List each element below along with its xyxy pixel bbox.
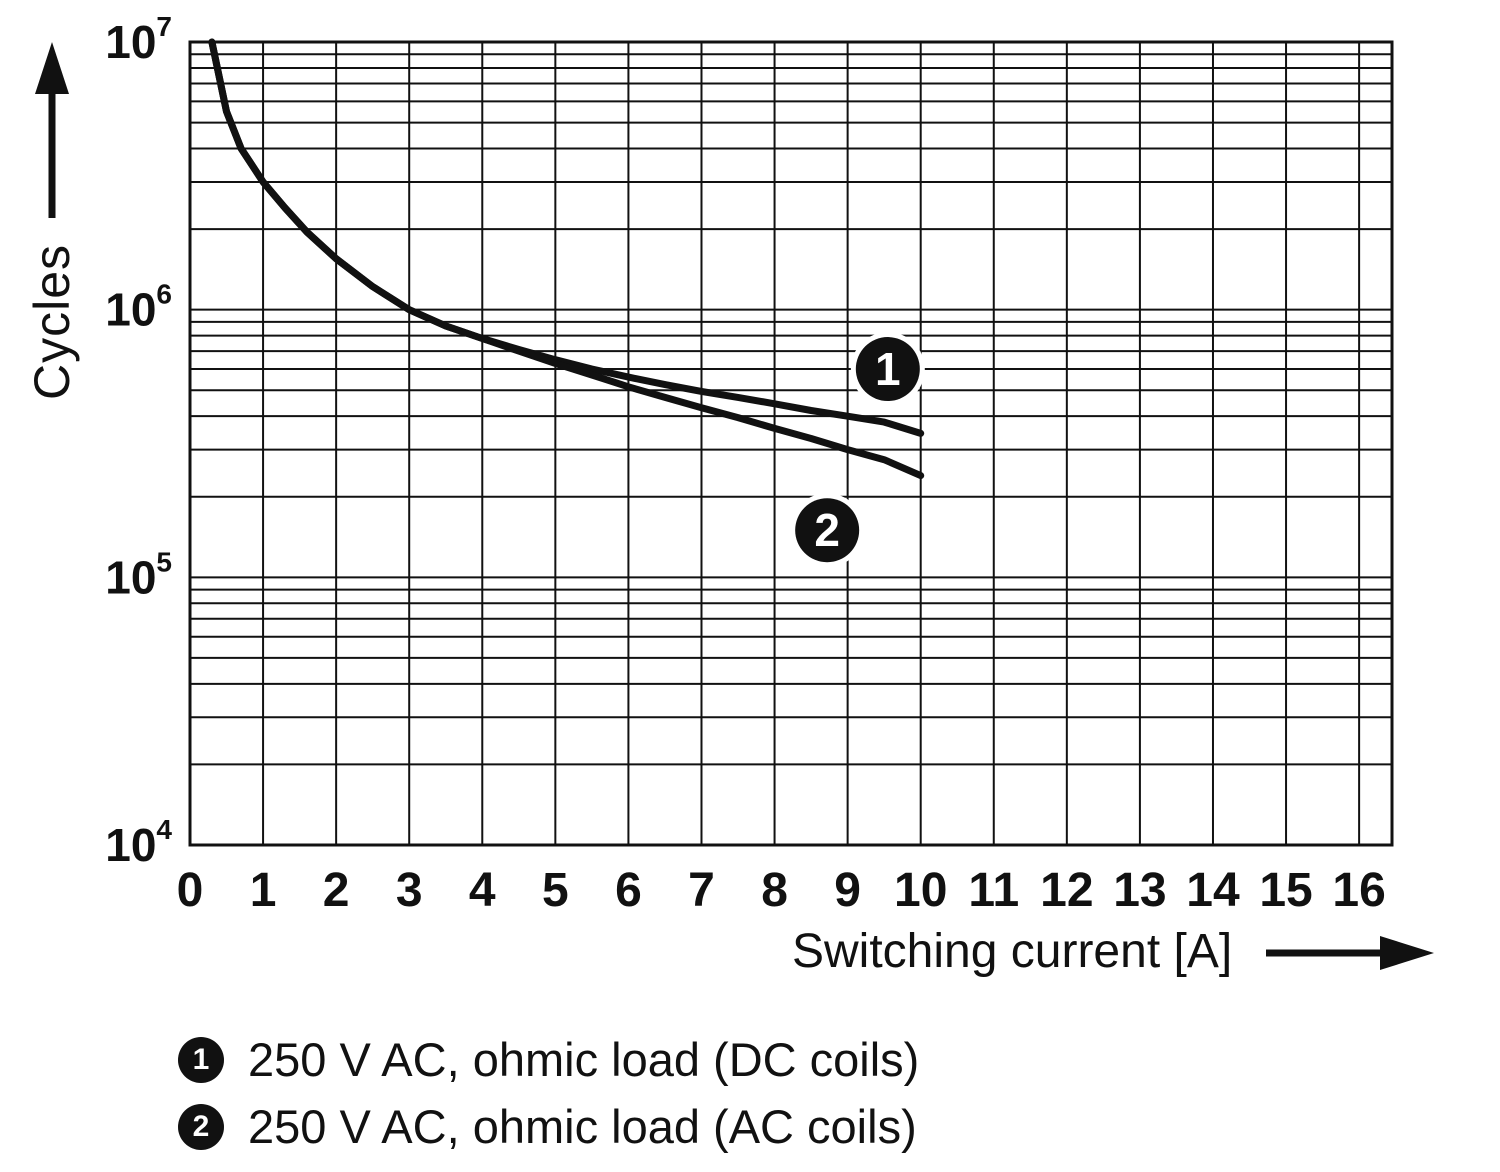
legend-label-1: 250 V AC, ohmic load (DC coils) <box>248 1033 920 1086</box>
svg-text:5: 5 <box>542 864 569 917</box>
svg-text:7: 7 <box>688 864 715 917</box>
y-axis-title: Cycles <box>24 243 80 401</box>
x-axis-title: Switching current [A] <box>792 925 1233 978</box>
svg-text:16: 16 <box>1332 864 1385 917</box>
legend-label-2: 250 V AC, ohmic load (AC coils) <box>248 1100 917 1153</box>
svg-text:1: 1 <box>875 343 901 395</box>
svg-text:2: 2 <box>323 864 350 917</box>
svg-text:106: 106 <box>105 279 172 336</box>
svg-text:9: 9 <box>834 864 861 917</box>
svg-text:8: 8 <box>761 864 788 917</box>
svg-text:10: 10 <box>894 864 947 917</box>
svg-text:13: 13 <box>1113 864 1166 917</box>
svg-text:12: 12 <box>1040 864 1093 917</box>
svg-text:105: 105 <box>105 546 172 603</box>
svg-text:15: 15 <box>1259 864 1312 917</box>
svg-text:6: 6 <box>615 864 642 917</box>
svg-text:1: 1 <box>250 864 277 917</box>
svg-text:3: 3 <box>396 864 423 917</box>
svg-text:4: 4 <box>469 864 496 917</box>
svg-text:11: 11 <box>968 864 1019 917</box>
svg-text:0: 0 <box>177 864 204 917</box>
svg-text:104: 104 <box>105 814 172 871</box>
legend-item-2: 2 250 V AC, ohmic load (AC coils) <box>178 1099 919 1154</box>
legend-marker-2-icon: 2 <box>178 1103 224 1150</box>
legend-marker-1-icon: 1 <box>178 1036 224 1083</box>
svg-text:2: 2 <box>814 504 840 556</box>
legend-item-1: 1 250 V AC, ohmic load (DC coils) <box>178 1032 919 1087</box>
svg-text:107: 107 <box>105 11 172 68</box>
legend: 1 250 V AC, ohmic load (DC coils) 2 250 … <box>178 1032 919 1154</box>
svg-text:14: 14 <box>1186 864 1240 917</box>
